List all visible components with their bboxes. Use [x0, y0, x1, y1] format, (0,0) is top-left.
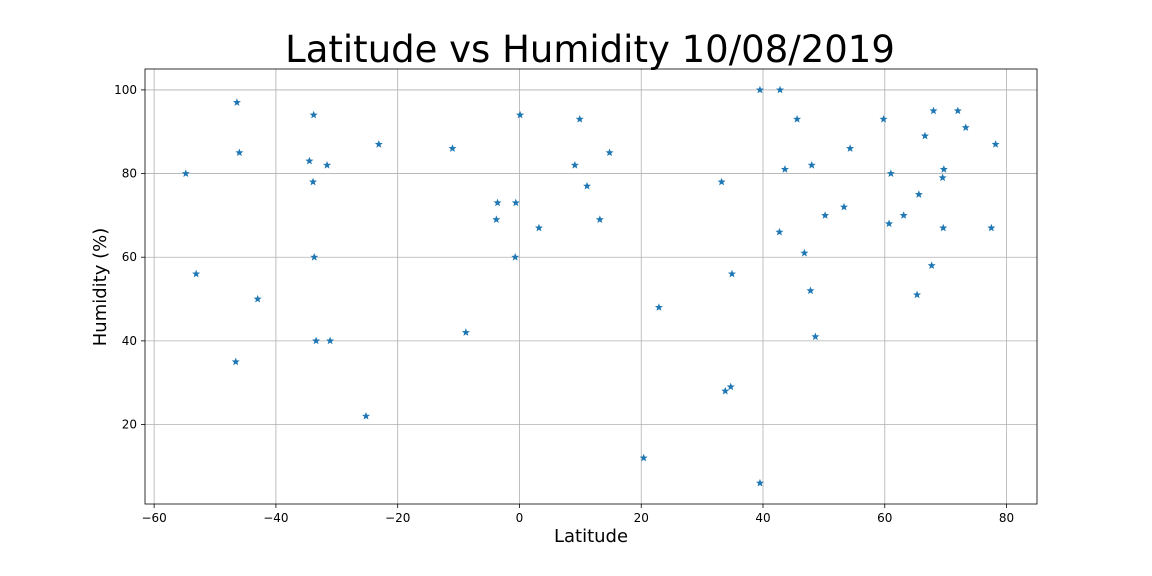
- y-axis-ticks: 20 40 60 80 100: [114, 83, 145, 432]
- data-point: [987, 223, 996, 232]
- data-point: [953, 106, 962, 115]
- data-point: [235, 148, 244, 157]
- x-tick-label: 80: [999, 511, 1014, 525]
- y-tick-label: 20: [122, 418, 137, 432]
- x-tick-label: 0: [516, 511, 524, 525]
- data-point: [899, 211, 908, 219]
- data-point: [534, 223, 543, 232]
- data-point: [839, 202, 848, 211]
- x-tick-label: −40: [263, 511, 288, 525]
- data-point: [920, 131, 929, 140]
- data-point: [516, 110, 525, 119]
- data-point: [806, 286, 815, 295]
- data-point: [939, 223, 948, 232]
- data-point: [811, 332, 820, 341]
- data-point: [181, 169, 190, 177]
- y-tick-label: 40: [122, 334, 137, 348]
- data-point: [913, 290, 922, 299]
- data-point: [605, 148, 614, 157]
- data-point: [914, 190, 923, 198]
- data-point: [231, 357, 240, 366]
- data-point: [938, 173, 947, 182]
- data-point: [793, 114, 802, 123]
- chart-title: Latitude vs Humidity 10/08/2019: [285, 28, 895, 71]
- data-point: [448, 144, 457, 152]
- data-point: [727, 269, 736, 278]
- y-axis-label: Humidity (%): [90, 228, 111, 347]
- data-point: [595, 215, 604, 223]
- x-tick-label: 20: [634, 511, 649, 525]
- x-tick-label: −60: [141, 511, 166, 525]
- x-axis-ticks: −60 −40 −20 0 20 40 60 80: [141, 504, 1014, 525]
- data-point: [886, 169, 895, 177]
- data-point: [326, 336, 335, 345]
- data-point: [639, 453, 648, 462]
- data-point: [780, 165, 789, 173]
- data-point: [821, 211, 830, 219]
- data-point: [929, 106, 938, 115]
- x-tick-label: 40: [755, 511, 770, 525]
- data-point: [775, 227, 784, 236]
- data-point: [192, 269, 201, 278]
- data-point: [885, 219, 894, 228]
- data-point: [654, 303, 663, 311]
- data-point: [493, 198, 502, 207]
- data-point: [846, 144, 855, 152]
- data-point: [800, 248, 809, 257]
- data-point: [726, 382, 735, 391]
- grid-lines: [145, 69, 1037, 504]
- data-point: [755, 85, 764, 94]
- x-tick-label: −20: [385, 511, 410, 525]
- data-point: [721, 386, 730, 395]
- data-point: [492, 215, 501, 223]
- x-axis-label: Latitude: [554, 526, 628, 547]
- data-point: [461, 328, 470, 336]
- data-point: [232, 98, 241, 106]
- data-point: [879, 114, 888, 123]
- data-point: [309, 177, 318, 186]
- plot-frame: [144, 68, 1038, 505]
- data-point: [570, 161, 579, 169]
- data-point: [362, 411, 371, 420]
- data-point: [312, 336, 321, 345]
- data-point: [310, 253, 319, 261]
- y-tick-label: 80: [122, 167, 137, 181]
- data-point: [991, 140, 1000, 148]
- x-tick-label: 60: [877, 511, 892, 525]
- data-point: [374, 140, 383, 148]
- data-point: [939, 165, 948, 173]
- data-point: [717, 177, 726, 186]
- data-point: [776, 85, 785, 94]
- data-point: [807, 161, 816, 169]
- data-point: [961, 123, 970, 131]
- data-point: [927, 261, 936, 269]
- data-points: [181, 85, 1000, 487]
- data-point: [305, 156, 314, 165]
- y-tick-label: 60: [122, 250, 137, 264]
- data-point: [511, 253, 520, 261]
- data-point: [309, 110, 318, 119]
- data-point: [583, 181, 592, 190]
- data-point: [323, 161, 332, 169]
- y-tick-label: 100: [114, 83, 137, 97]
- data-point: [511, 198, 520, 207]
- data-point: [575, 114, 584, 123]
- data-point: [253, 294, 262, 303]
- data-point: [755, 478, 764, 487]
